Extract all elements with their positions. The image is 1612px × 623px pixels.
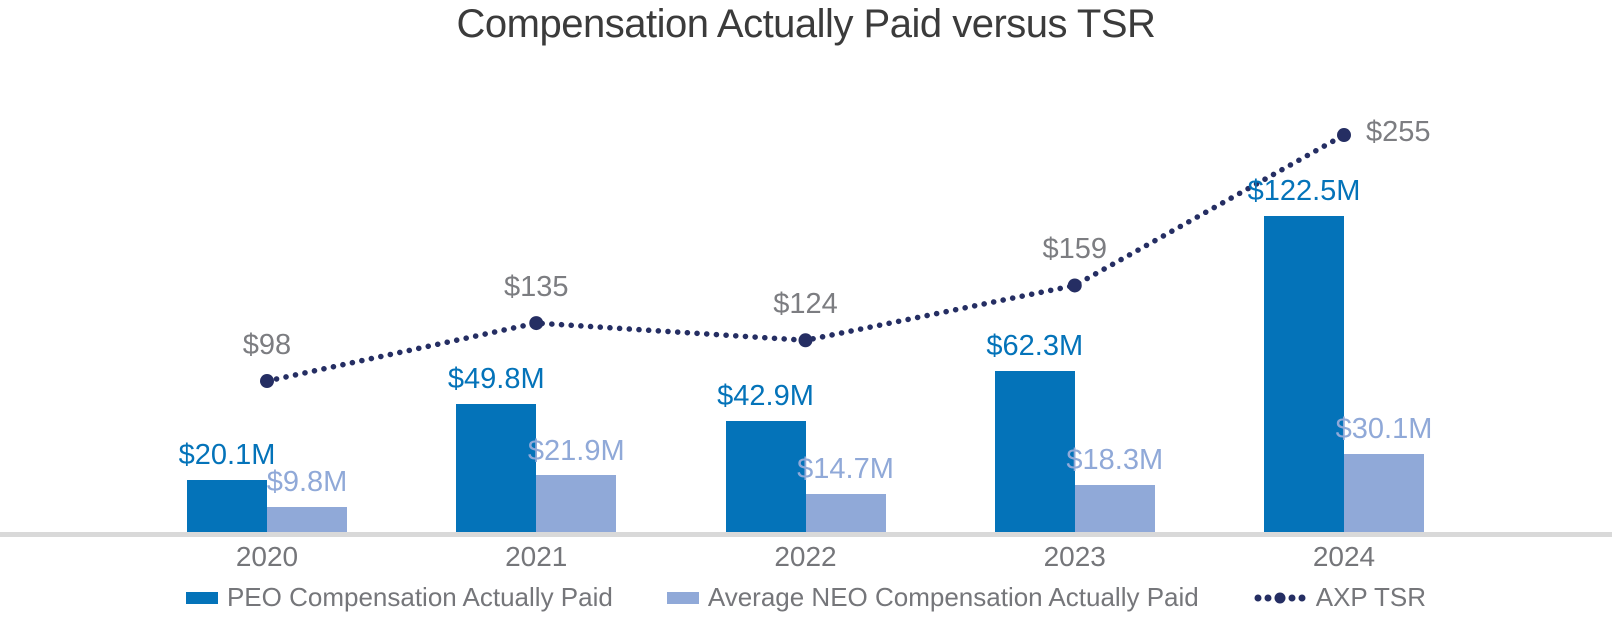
neo-bar-2023 <box>1074 484 1155 532</box>
tsr-point-2020 <box>260 374 274 389</box>
legend-label-peo: PEO Compensation Actually Paid <box>226 582 613 612</box>
tsr-point-2022 <box>798 333 813 348</box>
peo-bar-label-2021: $49.8M <box>447 362 545 395</box>
neo-bar-2021 <box>536 475 617 532</box>
tsr-point-2021 <box>529 316 544 331</box>
neo-bar-2020 <box>267 506 347 532</box>
legend-label-neo: Average NEO Compensation Actually Paid <box>707 582 1199 612</box>
tsr-label-2024: $255 <box>1366 116 1431 149</box>
neo-bar-label-2022: $14.7M <box>797 453 894 486</box>
tsr-point-2024 <box>1337 128 1351 143</box>
tsr-label-2021: $135 <box>503 271 569 304</box>
peo-swatch-icon <box>185 591 218 604</box>
x-axis-label-2020: 2020 <box>235 541 299 572</box>
peo-bar-2020 <box>187 480 267 532</box>
peo-bar-label-2023: $62.3M <box>986 330 1084 363</box>
chart-title: Compensation Actually Paid versus TSR <box>456 2 1156 46</box>
x-axis-label-2024: 2024 <box>1312 541 1376 572</box>
legend-item-peo: PEO Compensation Actually Paid <box>185 582 613 613</box>
peo-bar-2022 <box>725 421 806 532</box>
legend-item-neo: Average NEO Compensation Actually Paid <box>666 582 1199 613</box>
x-axis-line <box>0 532 1612 537</box>
tsr-label-2023: $159 <box>1042 233 1107 266</box>
legend-item-tsr: AXP TSR <box>1253 582 1426 613</box>
x-axis-label-2023: 2023 <box>1043 541 1106 572</box>
peo-bar-2021 <box>456 403 537 532</box>
x-axis-label-2021: 2021 <box>505 541 568 572</box>
neo-bar-2024 <box>1344 454 1424 532</box>
legend: PEO Compensation Actually Paid Average N… <box>0 582 1612 613</box>
neo-bar-2022 <box>805 494 886 532</box>
tsr-label-2020: $98 <box>242 329 292 362</box>
x-axis-label-2022: 2022 <box>774 541 837 572</box>
peo-bar-label-2024: $122.5M <box>1247 174 1361 207</box>
peo-bar-label-2022: $42.9M <box>717 380 814 413</box>
peo-bar-label-2020: $20.1M <box>178 439 276 472</box>
neo-swatch-icon <box>666 591 699 604</box>
neo-bar-label-2024: $30.1M <box>1335 413 1433 446</box>
neo-bar-label-2020: $9.8M <box>266 465 348 498</box>
tsr-dotted-swatch-icon <box>1254 592 1306 603</box>
neo-bar-label-2023: $18.3M <box>1066 443 1164 476</box>
peo-bar-2023 <box>994 371 1075 532</box>
tsr-point-2023 <box>1067 278 1082 293</box>
tsr-label-2022: $124 <box>773 288 838 321</box>
peo-bar-2024 <box>1264 215 1344 532</box>
legend-label-tsr: AXP TSR <box>1315 582 1427 612</box>
neo-bar-label-2021: $21.9M <box>527 434 625 467</box>
